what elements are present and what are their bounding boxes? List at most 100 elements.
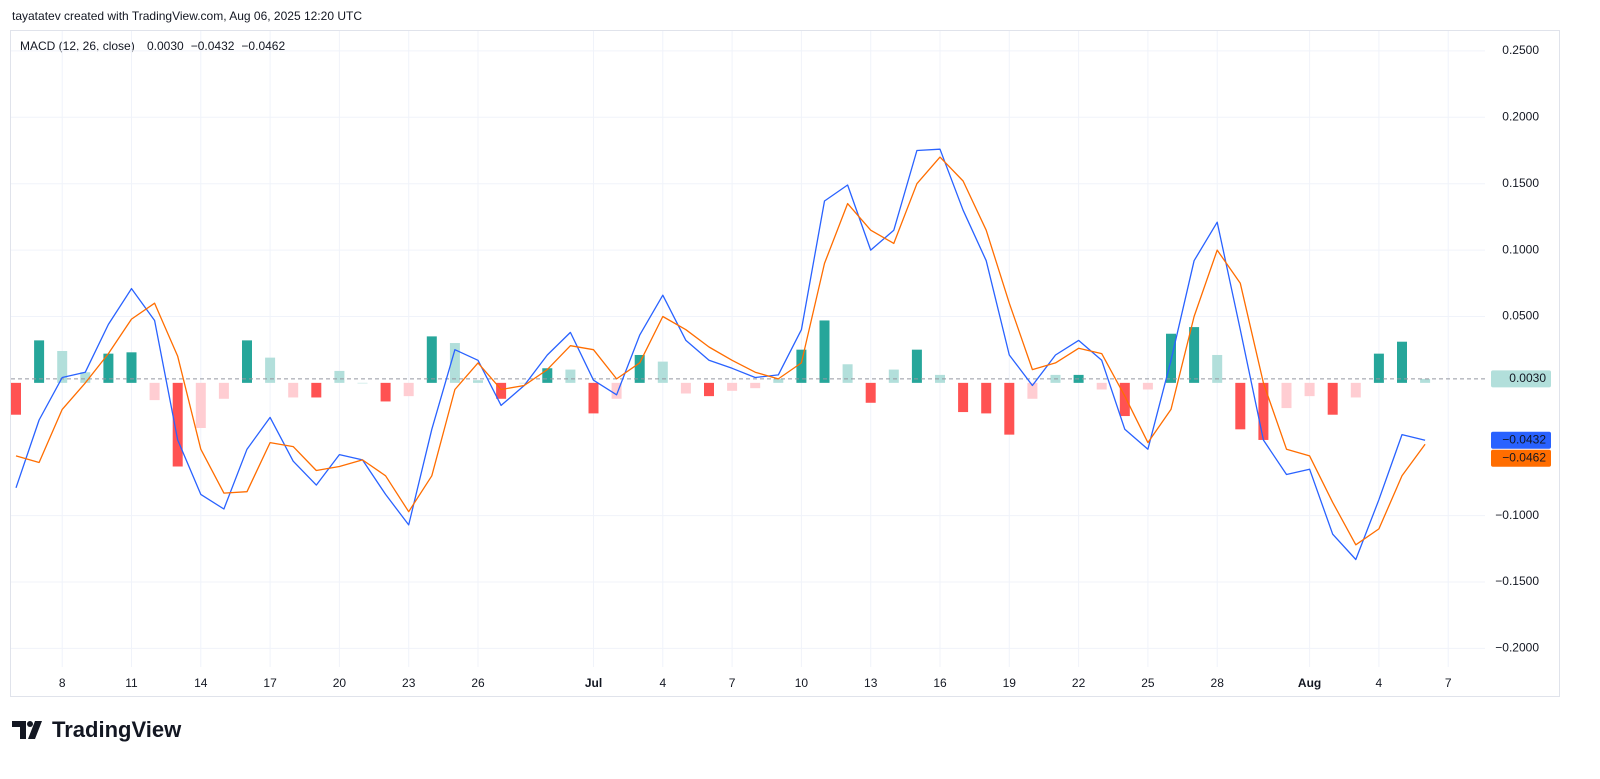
histogram-bar	[1281, 382, 1292, 409]
x-tick-label: 7	[729, 676, 736, 690]
y-tick-label: 0.2000	[1502, 109, 1539, 123]
histogram-bar	[34, 340, 45, 383]
histogram-bar	[865, 382, 876, 403]
histogram-bar	[842, 364, 853, 383]
x-tick-label: 10	[795, 676, 809, 690]
legend-value: −0.0432	[191, 39, 235, 53]
x-tick-label: 4	[1376, 676, 1383, 690]
x-tick-label: Aug	[1298, 676, 1321, 690]
histogram-bar	[1096, 382, 1107, 390]
histogram-bar	[819, 320, 830, 383]
histogram-bar	[565, 369, 576, 383]
histogram-bar	[126, 352, 137, 383]
price-tag	[1491, 370, 1551, 388]
brand: TradingView	[52, 717, 182, 742]
brand-logo	[12, 721, 42, 739]
x-tick-label: 17	[263, 676, 277, 690]
legend-value: 0.0030	[147, 39, 184, 53]
x-tick-label: 22	[1072, 676, 1086, 690]
histogram-bar	[1258, 382, 1269, 440]
legend-title: MACD (12, 26, close)	[20, 39, 135, 53]
x-tick-label: 13	[864, 676, 878, 690]
x-tick-label: 26	[471, 676, 485, 690]
price-tag-label: −0.0462	[1502, 450, 1546, 464]
x-tick-label: 28	[1211, 676, 1225, 690]
histogram-bar	[195, 382, 206, 429]
histogram-bar	[1027, 382, 1038, 399]
histogram-bar	[773, 378, 784, 383]
price-tag	[1491, 431, 1551, 449]
histogram-bar	[888, 369, 899, 383]
histogram-bar	[449, 343, 460, 383]
price-tag-label: 0.0030	[1509, 371, 1546, 385]
y-tick-label: 0.1500	[1502, 176, 1539, 190]
y-tick-label: 0.1000	[1502, 242, 1539, 256]
histogram-bar	[1235, 382, 1246, 430]
histogram-bar	[935, 374, 945, 383]
histogram-bar	[657, 361, 668, 383]
histogram-bar	[634, 354, 645, 383]
y-tick-label: −0.2000	[1495, 641, 1539, 655]
histogram-bar	[588, 382, 599, 414]
histogram-bar	[403, 382, 414, 397]
x-tick-label: 20	[333, 676, 347, 690]
x-tick-label: 16	[933, 676, 947, 690]
histogram-bar	[1373, 353, 1384, 383]
histogram-bar	[704, 382, 714, 397]
histogram-bar	[380, 382, 391, 402]
histogram-bar	[80, 372, 91, 383]
histogram-bar	[334, 370, 345, 383]
histogram-bar	[911, 349, 922, 383]
macd-line	[15, 148, 1426, 561]
histogram-bar	[680, 382, 691, 394]
histogram-bar	[611, 382, 622, 399]
histogram-bar	[11, 382, 21, 415]
histogram-bar	[981, 382, 992, 414]
histogram-bar	[172, 382, 183, 467]
price-tag	[1491, 449, 1551, 467]
histogram-bar	[265, 357, 276, 383]
histogram-bar	[1397, 341, 1407, 383]
x-tick-label: 8	[59, 676, 66, 690]
histogram-bar	[311, 382, 322, 398]
chart-frame	[10, 30, 1560, 697]
histogram-bar	[1189, 327, 1200, 383]
histogram-bar	[750, 382, 761, 389]
x-tick-label: 4	[659, 676, 666, 690]
histogram-bar	[242, 340, 252, 383]
histogram-bar	[727, 382, 738, 391]
histogram-bar	[473, 380, 483, 383]
histogram-bar	[1327, 382, 1338, 415]
histogram-bar	[496, 382, 507, 399]
histogram-bar	[519, 382, 530, 384]
header: tayatatev created with TradingView.com, …	[12, 9, 362, 23]
histogram-bar	[542, 368, 553, 383]
histogram-bar	[958, 382, 969, 413]
macd-line	[15, 156, 1426, 546]
histogram-bar	[218, 382, 229, 399]
histogram-bar	[426, 336, 437, 383]
histogram-bar	[1004, 382, 1015, 435]
y-tick-label: −0.1000	[1495, 508, 1539, 522]
x-tick-label: 23	[402, 676, 416, 690]
histogram-bar	[103, 353, 114, 383]
y-tick-label: 0.2500	[1502, 43, 1539, 57]
y-tick-label: −0.1500	[1495, 574, 1539, 588]
histogram-bar	[1212, 354, 1223, 383]
histogram-bar	[1119, 382, 1130, 417]
histogram-bar	[288, 382, 299, 398]
histogram-bar	[149, 382, 160, 401]
histogram-bar	[357, 382, 368, 384]
x-tick-label: 11	[125, 676, 138, 690]
histogram-bar	[1350, 382, 1361, 398]
y-tick-label: 0.0500	[1502, 309, 1539, 323]
x-tick-label: 25	[1141, 676, 1155, 690]
x-tick-label: 14	[194, 676, 208, 690]
x-tick-label: 7	[1445, 676, 1452, 690]
histogram-bar	[57, 350, 68, 383]
price-tag-label: −0.0432	[1502, 432, 1546, 446]
x-tick-label: Jul	[585, 676, 602, 690]
x-tick-label: 19	[1003, 676, 1017, 690]
histogram-bar	[796, 349, 807, 383]
